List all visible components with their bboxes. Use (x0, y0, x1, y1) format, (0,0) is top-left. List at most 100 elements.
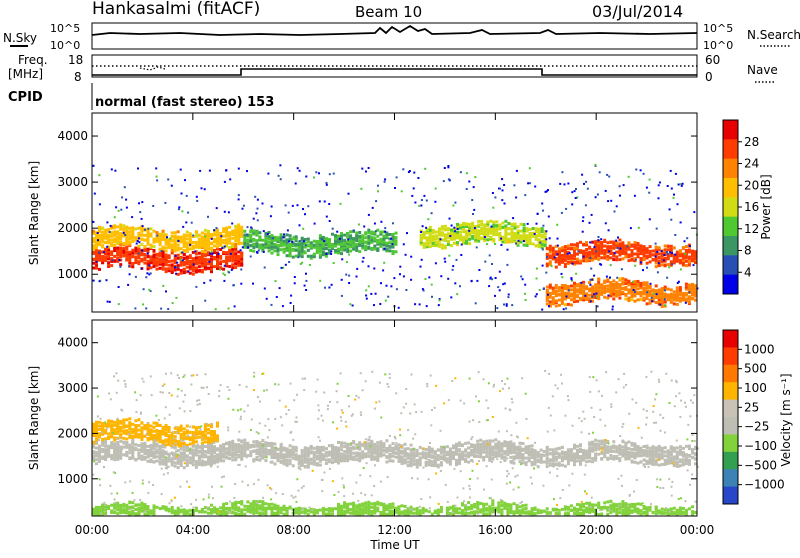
heatmap-cell (635, 259, 637, 261)
heatmap-cell (364, 231, 367, 234)
heatmap-cell (168, 426, 171, 429)
heatmap-cell (292, 237, 295, 240)
heatmap-cell (182, 259, 184, 261)
heatmap-cell (228, 308, 230, 310)
heatmap-cell (280, 248, 283, 251)
heatmap-cell (392, 250, 395, 253)
heatmap-cell (473, 453, 476, 456)
heatmap-cell (535, 295, 537, 297)
heatmap-cell (595, 250, 597, 252)
heatmap-cell (263, 230, 265, 232)
heatmap-cell (331, 233, 334, 236)
heatmap-cell (95, 252, 98, 255)
colorbar-swatch (723, 178, 738, 198)
heatmap-cell (295, 243, 298, 246)
heatmap-cell (582, 284, 585, 287)
heatmap-cell (494, 243, 496, 245)
heatmap-cell (382, 449, 385, 452)
heatmap-cell (589, 284, 591, 286)
heatmap-cell (231, 230, 234, 233)
heatmap-cell (186, 425, 189, 428)
heatmap-cell (409, 170, 411, 172)
heatmap-cell (483, 226, 486, 229)
heatmap-cell (676, 286, 679, 289)
heatmap-cell (165, 233, 168, 236)
heatmap-cell (673, 197, 675, 199)
heatmap-cell (204, 235, 206, 237)
heatmap-cell (423, 195, 425, 197)
heatmap-cell (153, 245, 156, 248)
heatmap-cell (468, 242, 471, 245)
heatmap-cell (143, 262, 146, 265)
heatmap-cell (425, 452, 428, 455)
heatmap-cell (669, 208, 671, 210)
heatmap-cell (470, 449, 473, 452)
heatmap-cell (183, 249, 186, 252)
heatmap-cell (651, 300, 653, 302)
heatmap-cell (228, 265, 231, 268)
heatmap-cell (274, 249, 277, 252)
heatmap-cell (99, 280, 101, 282)
heatmap-cell (192, 448, 195, 451)
heatmap-cell (507, 222, 510, 225)
heatmap-cell (549, 260, 552, 263)
heatmap-cell (576, 253, 579, 256)
heatmap-cell (619, 195, 621, 197)
heatmap-cell (413, 172, 415, 174)
heatmap-cell (574, 190, 576, 192)
heatmap-cell (503, 444, 506, 447)
heatmap-cell (453, 242, 456, 245)
heatmap-cell (590, 257, 592, 259)
heatmap-cell (168, 267, 171, 270)
heatmap-cell (552, 292, 555, 295)
heatmap-cell (237, 255, 240, 258)
heatmap-cell (111, 168, 113, 170)
heatmap-cell (174, 249, 177, 252)
heatmap-cell (149, 265, 151, 267)
heatmap-cell (337, 248, 340, 251)
heatmap-cell (101, 441, 104, 444)
heatmap-cell (186, 241, 189, 244)
heatmap-cell (137, 253, 139, 255)
heatmap-cell (471, 235, 474, 238)
heatmap-cell (685, 245, 688, 248)
heatmap-cell (679, 261, 682, 264)
heatmap-cell (347, 239, 349, 241)
heatmap-cell (366, 298, 368, 300)
heatmap-cell (606, 279, 609, 282)
heatmap-cell (563, 308, 565, 310)
heatmap-cell (471, 280, 473, 282)
heatmap-cell (473, 209, 475, 211)
heatmap-cell (670, 293, 673, 296)
heatmap-cell (623, 184, 625, 186)
heatmap-cell (546, 256, 548, 258)
heatmap-cell (277, 236, 280, 239)
heatmap-cell (419, 456, 422, 459)
heatmap-cell (262, 203, 264, 205)
heatmap-cell (340, 448, 343, 451)
heatmap-cell (240, 456, 243, 459)
heatmap-cell (664, 245, 667, 248)
heatmap-cell (634, 281, 637, 284)
heatmap-cell (142, 303, 144, 305)
heatmap-cell (328, 238, 331, 241)
cpid-label: CPID (8, 90, 43, 105)
heatmap-cell (116, 431, 119, 434)
heatmap-cell (688, 256, 691, 259)
heatmap-cell (395, 240, 398, 243)
heatmap-cell (379, 440, 382, 443)
heatmap-cell (532, 227, 535, 230)
heatmap-cell (346, 455, 349, 458)
heatmap-cell (201, 187, 203, 189)
heatmap-cell (528, 451, 531, 454)
heatmap-cell (395, 236, 398, 239)
heatmap-cell (585, 204, 587, 206)
heatmap-cell (603, 285, 606, 288)
heatmap-cell (443, 453, 446, 456)
heatmap-cell (116, 247, 119, 250)
heatmap-cell (503, 450, 506, 453)
heatmap-cell (567, 244, 570, 247)
heatmap-cell (95, 234, 98, 237)
heatmap-cell (240, 283, 242, 285)
